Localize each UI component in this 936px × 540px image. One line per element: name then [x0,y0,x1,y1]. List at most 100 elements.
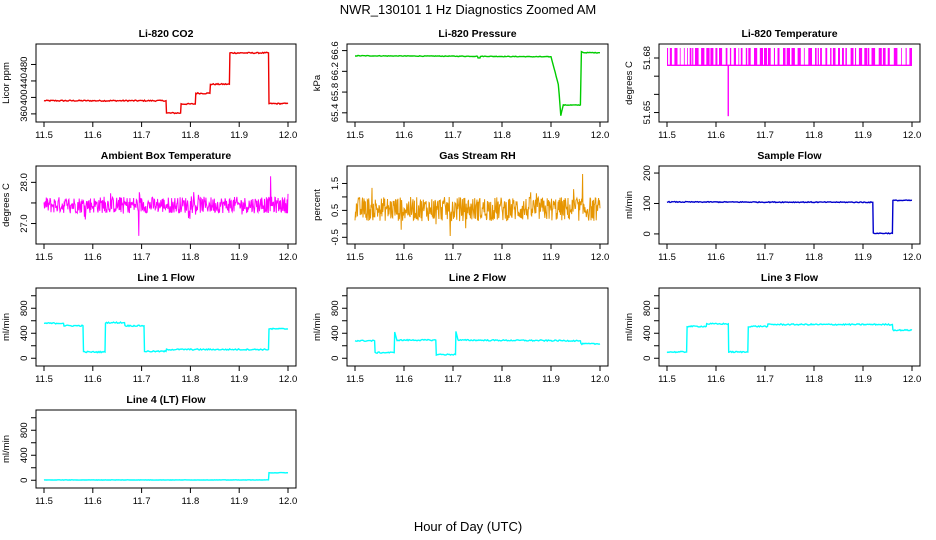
x-tick-label: 11.7 [444,130,462,141]
x-tick-label: 11.5 [346,252,364,263]
series-line [43,321,289,354]
x-tick-label: 11.5 [35,496,53,507]
x-tick-label: 11.9 [230,496,248,507]
series-spike [740,48,743,66]
series-spike [689,48,692,66]
y-tick-label: 66.2 [330,62,341,81]
series-line [43,176,289,236]
panel-ylabel: ml/min [1,435,12,463]
plot-frame [658,165,921,245]
x-tick-label: 11.6 [84,252,102,263]
y-tick-label: 440 [19,73,30,89]
y-tick-label: 66.6 [330,41,341,60]
series-line [43,51,289,115]
x-tick-label: 11.8 [805,252,823,263]
x-tick-label: 11.6 [395,374,413,385]
series-spike [773,48,775,66]
x-tick-label: 11.6 [84,496,102,507]
series-spike [808,48,812,66]
x-tick-label: 11.9 [854,130,872,141]
series-spike [901,48,902,66]
series-spike [701,48,705,66]
plot-frame [658,43,921,123]
y-tick-label: 100 [642,196,653,212]
series-spike [729,48,732,66]
panel-2: Li-820 Pressure kPa 11.5 11.6 11.7 11.8 11.9 12… [312,28,609,141]
panel-title: Line 1 Flow [137,272,195,284]
x-tick-label: 11.9 [230,252,248,263]
y-tick-label: 360 [19,106,30,122]
x-tick-label: 12.0 [591,130,610,141]
panel-ylabel: kPa [312,74,323,91]
x-tick-label: 11.8 [182,252,200,263]
plot-frame [658,287,921,367]
panel-9: Line 3 Flow ml/min 11.5 11.6 11.7 11.8 11.9 12.… [624,272,921,385]
x-tick-label: 12.0 [279,130,298,141]
panel-7: Line 1 Flow ml/min 11.5 11.6 11.7 11.8 11.9 12.… [1,272,297,385]
x-tick-label: 11.5 [346,130,364,141]
panels-group: Li-820 CO2 Licor ppm 11.5 11.6 11.7 11.8 11.9 1… [1,28,921,507]
y-tick-label: 65.4 [330,104,341,123]
panel-title: Li-820 Temperature [741,28,837,40]
x-tick-label: 11.9 [542,130,560,141]
series-line [354,331,601,357]
x-tick-label: 11.5 [346,374,364,385]
series-spike [683,48,685,66]
y-tick-label: 0 [642,356,653,361]
x-tick-label: 11.8 [493,252,511,263]
panel-5: Gas Stream RH percent 11.5 11.6 11.7 11.8 11.9… [312,150,609,263]
panel-title: Gas Stream RH [439,150,515,162]
x-tick-label: 12.0 [279,496,298,507]
series-spike [786,48,790,66]
x-tick-label: 12.0 [903,374,922,385]
series-spike [893,48,898,66]
x-tick-label: 11.5 [35,252,53,263]
plot-frame [35,287,297,367]
panel-title: Line 3 Flow [761,272,819,284]
x-tick-label: 11.6 [395,130,413,141]
y-tick-label: 28.0 [19,173,30,192]
series-spike [909,48,912,66]
series-spike [695,48,699,66]
panel-10: Line 4 (LT) Flow ml/min 11.5 11.6 11.7 11.8 11… [1,394,297,507]
series-spike [674,48,678,66]
series-spike [745,48,748,66]
x-tick-label: 11.5 [658,374,676,385]
series-spike [777,48,780,66]
series-spike [748,48,751,66]
series-spike [783,48,786,66]
series-spike [905,48,907,66]
x-tick-label: 12.0 [279,374,298,385]
y-tick-label: 0 [642,231,653,236]
series-spike [759,48,763,66]
x-tick-label: 11.8 [182,130,200,141]
panel-ylabel: ml/min [624,313,635,341]
x-tick-label: 11.8 [182,374,200,385]
series-spike [882,48,886,66]
series-spike [710,48,714,66]
x-tick-label: 11.9 [542,374,560,385]
panel-ylabel: ml/min [312,313,323,341]
series-spike [842,48,844,66]
plot-frame [35,43,297,123]
series-spike [715,48,718,66]
x-tick-label: 11.7 [133,374,151,385]
x-tick-label: 11.7 [133,130,151,141]
x-tick-label: 11.7 [756,252,774,263]
panel-ylabel: ml/min [1,313,12,341]
series-spike [725,48,728,66]
x-tick-label: 11.8 [493,374,511,385]
series-spike [679,48,681,66]
panel-ylabel: Licor ppm [1,62,12,104]
y-tick-label: 0 [19,478,30,483]
y-tick-label: 800 [19,422,30,438]
figure-xlabel: Hour of Day (UTC) [414,519,522,534]
series-spike [803,48,805,66]
y-tick-label: 51.65 [642,101,653,125]
series-spike [706,48,710,66]
y-tick-label: 0 [19,356,30,361]
series-spike [838,48,840,66]
y-tick-label: 800 [19,300,30,316]
series-line [355,50,600,116]
x-tick-label: 11.5 [35,130,53,141]
